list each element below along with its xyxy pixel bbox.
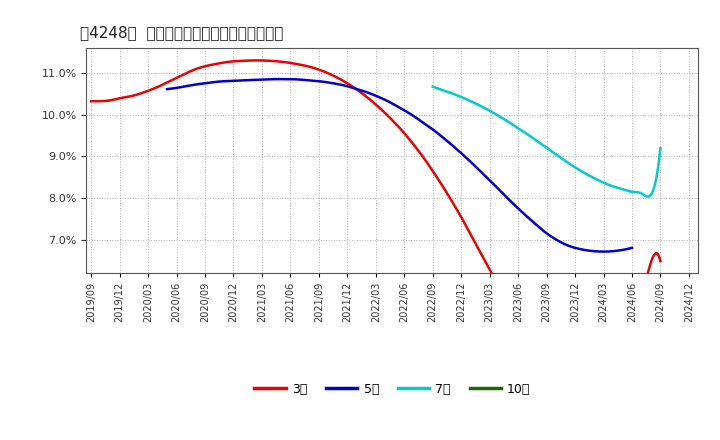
- Legend: 3年, 5年, 7年, 10年: 3年, 5年, 7年, 10年: [249, 378, 536, 401]
- 5年: [415, 117, 424, 123]
- 5年: [271, 77, 279, 82]
- Line: 5年: 5年: [167, 79, 632, 252]
- 7年: [564, 160, 572, 165]
- Line: 3年: 3年: [91, 60, 660, 316]
- 5年: [618, 247, 627, 253]
- 3年: [396, 126, 405, 132]
- 3年: [554, 313, 562, 319]
- 5年: [545, 232, 554, 238]
- 5年: [163, 87, 171, 92]
- 5年: [441, 136, 449, 142]
- 3年: [656, 259, 665, 264]
- 7年: [536, 141, 545, 147]
- 3年: [87, 99, 96, 104]
- Line: 7年: 7年: [433, 87, 660, 197]
- 3年: [252, 58, 261, 63]
- 7年: [644, 194, 652, 199]
- 3年: [556, 313, 564, 319]
- 5年: [384, 99, 393, 104]
- 3年: [427, 166, 436, 171]
- 7年: [656, 146, 665, 151]
- 7年: [552, 152, 560, 157]
- 7年: [538, 142, 546, 147]
- 5年: [599, 249, 608, 254]
- 7年: [428, 84, 437, 89]
- Text: ［4248］  経常利益マージンの平均値の推移: ［4248］ 経常利益マージンの平均値の推移: [80, 25, 284, 40]
- 3年: [359, 91, 367, 96]
- 7年: [615, 186, 624, 191]
- 7年: [651, 180, 660, 185]
- 3年: [644, 266, 653, 271]
- 3年: [361, 94, 370, 99]
- 5年: [387, 100, 396, 106]
- 5年: [628, 245, 636, 250]
